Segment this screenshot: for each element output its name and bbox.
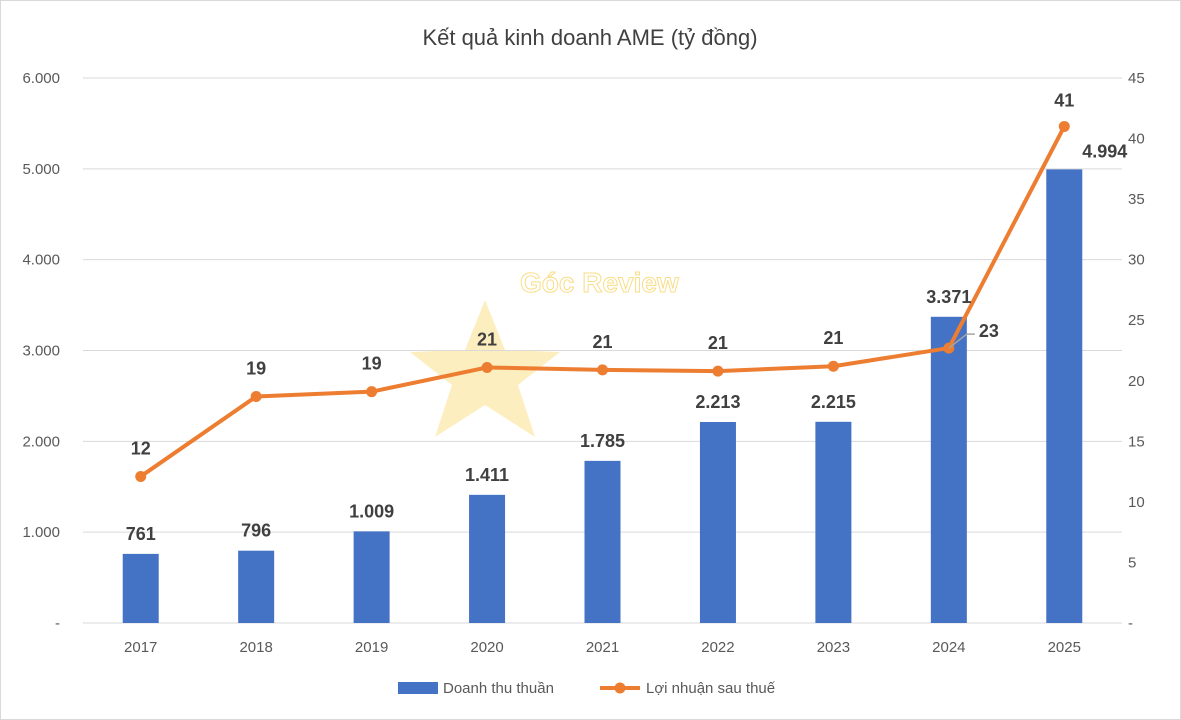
bar-2024: [930, 316, 967, 623]
leader-line: [948, 333, 975, 349]
line-point-2021: [597, 364, 608, 376]
y-right-tick-label: -: [1128, 615, 1133, 632]
bar-2025: [1046, 169, 1083, 623]
watermark-text: Góc Review: [520, 267, 679, 298]
line-data-label: 21: [477, 329, 497, 349]
bar-data-label: 1.009: [349, 501, 394, 521]
y-left-tick-label: 5.000: [22, 161, 60, 178]
bar-2017: [122, 553, 159, 623]
bar-2023: [815, 421, 852, 623]
y-right-tick-label: 35: [1128, 191, 1145, 208]
bar-data-label: 1.411: [465, 465, 509, 485]
bar-2020: [469, 494, 506, 623]
line-data-label: 41: [1054, 90, 1074, 110]
y-left-tick-label: -: [55, 615, 60, 632]
bar-data-label: 1.785: [580, 431, 625, 451]
line-data-label: 19: [246, 359, 266, 379]
y-left-tick-label: 2.000: [22, 433, 60, 450]
y-right-tick-label: 20: [1128, 373, 1145, 390]
line-data-label: 21: [592, 332, 612, 352]
bar-data-label: 2.213: [695, 392, 740, 412]
y-left-tick-label: 3.000: [22, 343, 60, 360]
legend-label-line: Lợi nhuận sau thuế: [646, 680, 776, 697]
line-point-2020: [481, 361, 493, 373]
line-point-2022: [712, 365, 724, 377]
y-left-tick-label: 1.000: [22, 524, 60, 541]
x-tick-label: 2022: [701, 639, 734, 656]
x-tick-label: 2017: [124, 639, 157, 656]
x-tick-label: 2019: [355, 639, 388, 656]
x-tick-label: 2024: [932, 639, 965, 656]
x-tick-label: 2018: [239, 639, 272, 656]
legend-swatch-marker: [614, 682, 626, 694]
line-point-2017: [135, 470, 147, 482]
y-right-tick-label: 25: [1128, 312, 1145, 329]
bar-2022: [699, 421, 736, 623]
line-point-2018: [250, 391, 262, 403]
line-point-2025: [1058, 120, 1070, 132]
line-point-2019: [366, 386, 378, 398]
bar-2021: [584, 460, 621, 623]
y-right-tick-label: 15: [1128, 433, 1145, 450]
y-right-tick-label: 5: [1128, 554, 1136, 571]
line-data-label: 12: [131, 438, 151, 458]
y-right-tick-label: 10: [1128, 494, 1145, 511]
line-data-label: 21: [823, 328, 843, 348]
bar-2018: [238, 550, 275, 623]
y-right-tick-label: 30: [1128, 252, 1145, 269]
bar-data-label: 796: [241, 521, 271, 541]
y-right-tick-label: 45: [1128, 70, 1145, 87]
x-tick-label: 2021: [586, 639, 619, 656]
x-tick-label: 2020: [470, 639, 503, 656]
legend-label-bar: Doanh thu thuần: [443, 680, 554, 697]
bar-2019: [353, 531, 390, 623]
bar-data-label: 2.215: [811, 392, 856, 412]
y-left-tick-label: 4.000: [22, 252, 60, 269]
chart-title: Kết quả kinh doanh AME (tỷ đồng): [422, 25, 757, 50]
line-data-label: 23: [979, 321, 999, 341]
y-left-tick-label: 6.000: [22, 70, 60, 87]
line-data-label: 19: [362, 354, 382, 374]
line-data-label: 21: [708, 333, 728, 353]
bar-data-label: 3.371: [926, 287, 971, 307]
legend-swatch-bar: [398, 682, 438, 694]
x-tick-label: 2025: [1048, 639, 1081, 656]
bar-data-label: 761: [126, 524, 156, 544]
line-point-2023: [827, 360, 839, 372]
x-tick-label: 2023: [817, 639, 850, 656]
bar-data-label: 4.994: [1082, 141, 1127, 161]
y-right-tick-label: 40: [1128, 131, 1145, 148]
